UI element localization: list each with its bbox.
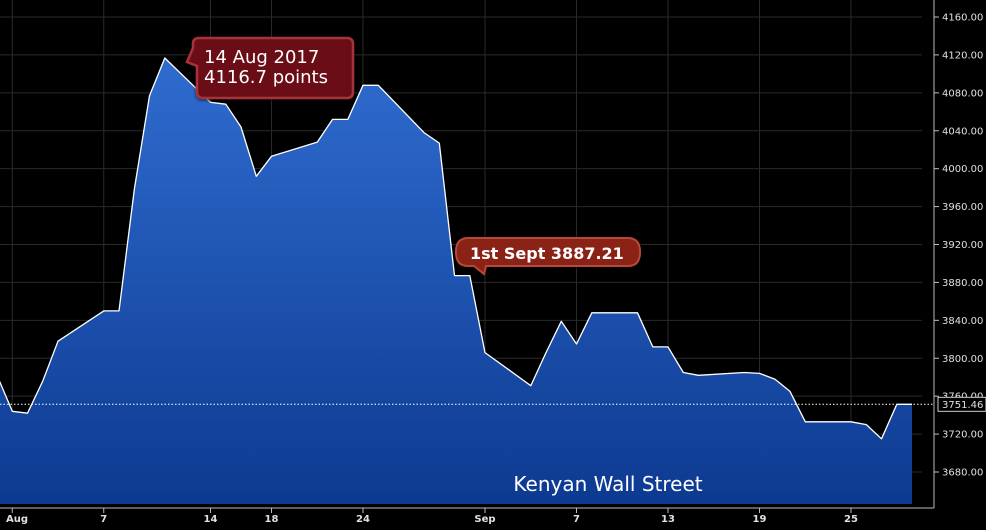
data-point: [880, 438, 882, 440]
y-tick-label: 3960.00: [942, 202, 983, 213]
y-tick-label: 3880.00: [942, 278, 983, 289]
y-tick-label: 4040.00: [942, 126, 983, 137]
data-point: [164, 57, 166, 59]
data-point: [865, 423, 867, 425]
data-point: [209, 101, 211, 103]
peak-annotation-box: [185, 36, 355, 100]
data-point: [591, 312, 593, 314]
data-point: [804, 421, 806, 423]
y-tick-label: 3720.00: [942, 430, 983, 441]
x-tick-label: 14: [204, 514, 218, 525]
x-tick-label: 19: [753, 514, 767, 525]
data-point: [148, 95, 150, 97]
y-tick-label: 3680.00: [942, 468, 983, 479]
y-tick-label: 3840.00: [942, 316, 983, 327]
data-point: [530, 385, 532, 387]
area-series: [0, 57, 912, 504]
data-point: [789, 390, 791, 392]
data-point: [118, 310, 120, 312]
data-point: [423, 131, 425, 133]
data-point: [377, 84, 379, 86]
y-tick-label: 4000.00: [942, 164, 983, 175]
data-point: [225, 103, 227, 105]
last-value-badge: [937, 396, 986, 412]
y-tick-label: 4080.00: [942, 88, 983, 99]
data-point: [850, 421, 852, 423]
y-tick-label: 3800.00: [942, 354, 983, 365]
data-point: [11, 410, 13, 412]
last-value-label: 3751.46: [942, 400, 983, 411]
data-point: [270, 155, 272, 157]
data-point: [316, 141, 318, 143]
x-tick-label: 7: [100, 514, 107, 525]
data-point: [347, 118, 349, 120]
data-point: [743, 371, 745, 373]
data-point: [362, 84, 364, 86]
data-point: [133, 188, 135, 190]
data-point: [484, 351, 486, 353]
data-point: [774, 378, 776, 380]
data-point: [240, 126, 242, 128]
data-point: [453, 274, 455, 276]
y-tick-label: 4120.00: [942, 50, 983, 61]
data-point: [57, 340, 59, 342]
data-point: [103, 310, 105, 312]
x-tick-label: Sep: [474, 514, 495, 525]
data-point: [636, 312, 638, 314]
watermark-label: Kenyan Wall Street: [513, 472, 702, 496]
sept-annotation: 1st Sept 3887.21: [454, 237, 642, 276]
data-point: [652, 346, 654, 348]
data-point: [438, 142, 440, 144]
area-fill: [0, 58, 912, 504]
data-point: [667, 346, 669, 348]
peak-annotation-date: 14 Aug 2017: [204, 47, 319, 68]
sept-annotation-label: 1st Sept 3887.21: [470, 244, 624, 263]
data-point: [255, 175, 257, 177]
data-point: [42, 380, 44, 382]
sept-annotation-box: [454, 237, 642, 276]
x-tick-label: 25: [844, 514, 858, 525]
data-point: [697, 374, 699, 376]
data-point: [560, 320, 562, 322]
data-point: [331, 118, 333, 120]
x-tick-label: Aug: [6, 514, 28, 525]
data-point: [575, 343, 577, 345]
peak-annotation-value: 4116.7 points: [204, 67, 328, 88]
data-point: [545, 351, 547, 353]
x-tick-label: 24: [356, 514, 370, 525]
data-point: [682, 371, 684, 373]
data-point: [758, 372, 760, 374]
series-line: [0, 57, 912, 440]
x-tick-label: 18: [265, 514, 279, 525]
x-tick-label: 13: [661, 514, 675, 525]
y-tick-label: 4160.00: [942, 13, 983, 24]
y-tick-label: 3920.00: [942, 240, 983, 251]
data-point: [26, 412, 28, 414]
data-point: [469, 274, 471, 276]
x-tick-label: 7: [573, 514, 580, 525]
